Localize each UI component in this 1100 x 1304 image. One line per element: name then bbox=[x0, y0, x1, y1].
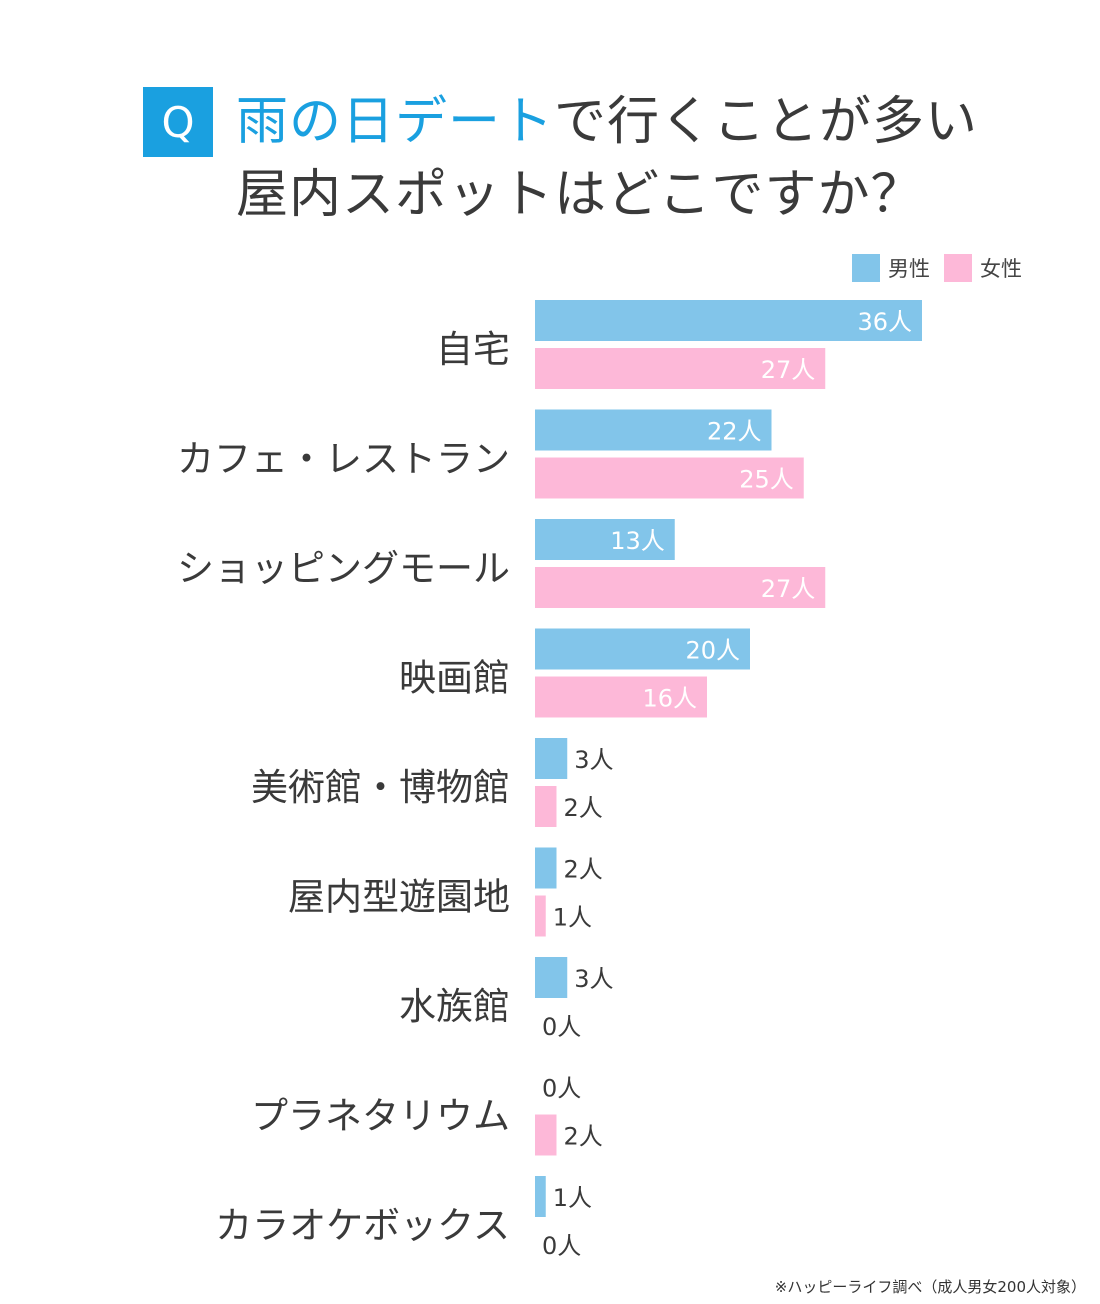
category-label: 水族館 bbox=[399, 985, 510, 1028]
legend-male-swatch bbox=[852, 254, 880, 282]
bar-male bbox=[535, 628, 750, 670]
legend-female-label: 女性 bbox=[980, 257, 1022, 281]
data-label: 13人 bbox=[610, 527, 665, 555]
category-label: 自宅 bbox=[436, 328, 510, 371]
data-label: 0人 bbox=[542, 1232, 581, 1260]
data-label: 3人 bbox=[574, 965, 613, 993]
category-label: カラオケボックス bbox=[215, 1204, 510, 1247]
data-label: 36人 bbox=[857, 308, 912, 336]
bar-male bbox=[535, 519, 675, 560]
category-label: 映画館 bbox=[399, 657, 510, 700]
data-label: 16人 bbox=[642, 685, 697, 713]
data-label: 0人 bbox=[542, 1013, 581, 1041]
data-label: 1人 bbox=[553, 1184, 592, 1212]
chart-title-line-2: 屋内スポットはどこですか？ bbox=[236, 165, 924, 225]
legend-female: 女性 bbox=[944, 253, 1022, 283]
data-label: 25人 bbox=[739, 466, 794, 494]
footnote: ※ハッピーライフ調べ（成人男女200人対象） bbox=[774, 1278, 1086, 1296]
bar-female bbox=[535, 1114, 557, 1156]
data-label: 22人 bbox=[707, 418, 762, 446]
title-highlight: 雨の日デート bbox=[236, 92, 555, 152]
data-label: 2人 bbox=[564, 856, 603, 884]
category-label: ショッピングモール bbox=[177, 547, 510, 590]
bar-male bbox=[535, 847, 557, 889]
chart-title-line-1: 雨の日デートで行くことが多い bbox=[236, 92, 978, 152]
bar-male bbox=[535, 957, 568, 998]
data-label: 1人 bbox=[553, 904, 592, 932]
data-label: 3人 bbox=[574, 746, 613, 774]
category-label: 屋内型遊園地 bbox=[288, 876, 510, 919]
legend-female-swatch bbox=[944, 254, 972, 282]
category-label: カフェ・レストラン bbox=[177, 438, 510, 481]
legend-male-label: 男性 bbox=[888, 257, 930, 281]
bar-male bbox=[535, 409, 772, 451]
data-label: 2人 bbox=[564, 794, 603, 822]
bar-female bbox=[535, 567, 826, 608]
category-label: プラネタリウム bbox=[251, 1095, 510, 1138]
bar-male bbox=[535, 738, 568, 779]
data-label: 2人 bbox=[564, 1123, 603, 1151]
bar-female bbox=[535, 457, 804, 499]
title-rest: で行くことが多い bbox=[554, 92, 979, 152]
bar-female bbox=[535, 895, 546, 937]
bar-female bbox=[535, 348, 826, 389]
bar-male bbox=[535, 1176, 546, 1217]
data-label: 27人 bbox=[761, 575, 816, 603]
legend-male: 男性 bbox=[852, 253, 930, 283]
question-badge: Q bbox=[143, 87, 213, 157]
bar-female bbox=[535, 786, 557, 827]
data-label: 0人 bbox=[542, 1075, 581, 1103]
bar-female bbox=[535, 676, 707, 718]
category-label: 美術館・博物館 bbox=[251, 766, 510, 809]
data-label: 27人 bbox=[761, 356, 816, 384]
bar-male bbox=[535, 300, 922, 341]
data-label: 20人 bbox=[685, 637, 740, 665]
